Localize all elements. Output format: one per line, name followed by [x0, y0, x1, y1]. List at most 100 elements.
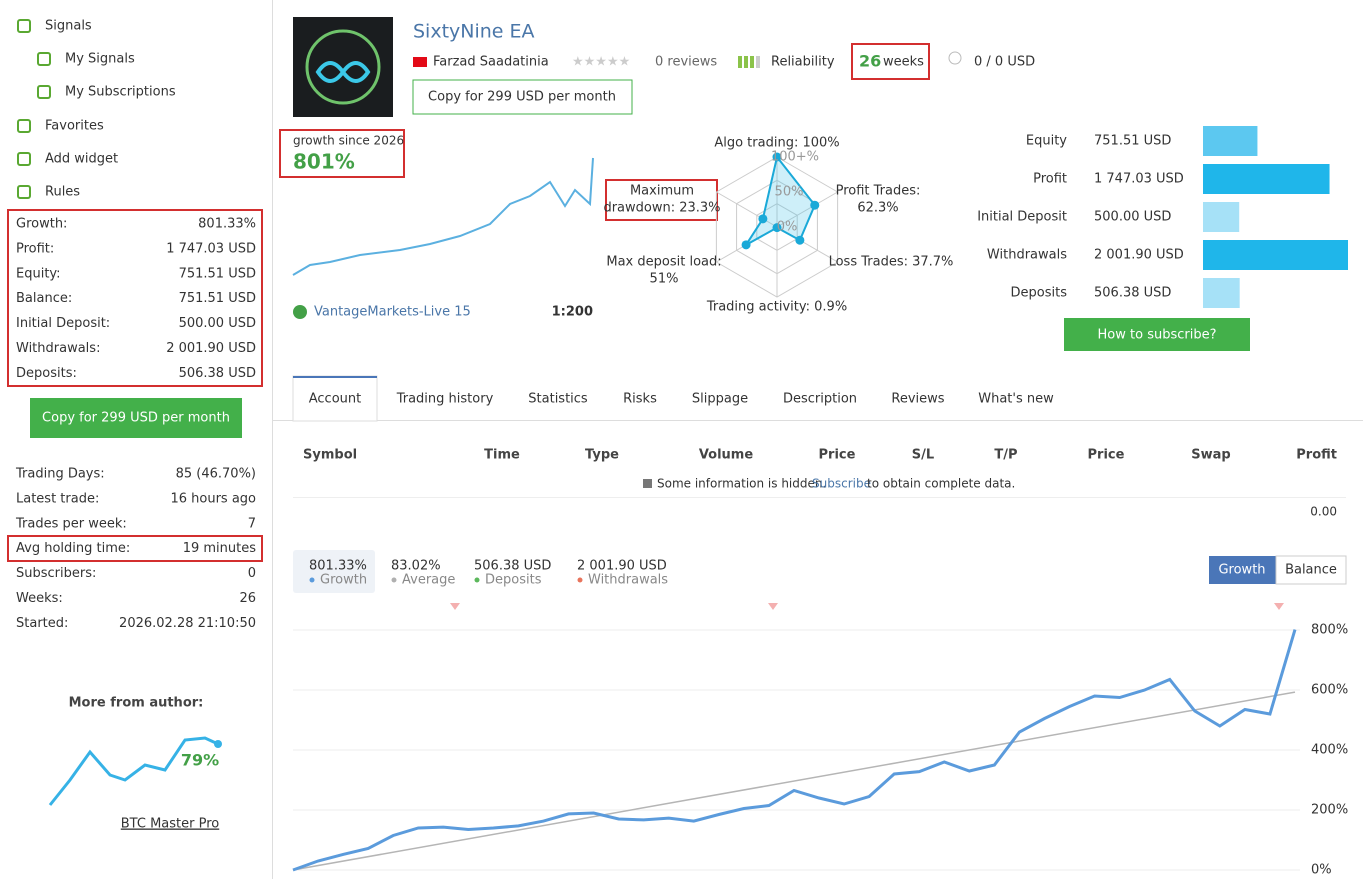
column-header: T/P — [994, 448, 1017, 463]
tab[interactable]: Trading history — [396, 392, 494, 407]
summary-dot — [474, 577, 480, 583]
tab[interactable]: Reviews — [891, 392, 944, 407]
balance-label: Deposits — [1011, 286, 1068, 301]
stat-label: Trades per week: — [15, 516, 127, 531]
column-header: Symbol — [303, 448, 357, 463]
tab[interactable]: What's new — [978, 392, 1054, 407]
copy-button[interactable]: Copy for 299 USD per month — [42, 411, 230, 426]
balance-value: 500.00 USD — [1094, 210, 1171, 225]
nav-item[interactable]: My Subscriptions — [65, 85, 176, 100]
subscribers: 0 / 0 USD — [974, 55, 1035, 70]
summary-label: Withdrawals — [588, 573, 668, 588]
nav-icon — [17, 185, 31, 199]
balance-value: 751.51 USD — [1094, 134, 1171, 149]
summary-value: 83.02% — [391, 559, 441, 574]
growth-label: growth since 2026 — [293, 134, 404, 148]
growth-value: 801% — [293, 150, 355, 174]
stat-label: Weeks: — [16, 591, 63, 606]
stat-label: Latest trade: — [16, 491, 99, 506]
nav-item[interactable]: My Signals — [65, 52, 135, 67]
column-header: Type — [585, 448, 619, 463]
column-header: Profit — [1296, 448, 1337, 463]
balance-bar — [1203, 202, 1240, 232]
radar-tick: 100+% — [771, 150, 819, 165]
y-tick-label: 800% — [1311, 623, 1348, 638]
radar-label: Maximum — [630, 184, 694, 199]
balance-value: 1 747.03 USD — [1094, 172, 1184, 187]
stat-label: Deposits: — [16, 366, 77, 381]
radar-point — [758, 214, 768, 224]
y-tick-label: 200% — [1311, 803, 1348, 818]
radar-point — [795, 235, 805, 245]
stat-value: 1 747.03 USD — [166, 241, 256, 256]
summary-value: 2 001.90 USD — [577, 559, 667, 574]
author-signal-name[interactable]: BTC Master Pro — [121, 817, 220, 832]
subscribe-button[interactable]: How to subscribe? — [1098, 328, 1217, 343]
leverage: 1:200 — [552, 305, 593, 320]
y-tick-label: 400% — [1311, 743, 1348, 758]
copy-button[interactable]: Copy for 299 USD per month — [428, 90, 616, 105]
stat-value: 2026.02.28 21:10:50 — [119, 616, 256, 631]
radar-tick: 0% — [777, 220, 798, 235]
more-from-author: More from author: — [69, 696, 204, 711]
reliability: Reliability — [771, 55, 835, 70]
stat-value: 751.51 USD — [179, 291, 256, 306]
balance-value: 2 001.90 USD — [1094, 248, 1184, 263]
stat-value: 751.51 USD — [179, 266, 256, 281]
radar-point — [741, 240, 751, 250]
column-header: Price — [819, 448, 856, 463]
tab[interactable]: Risks — [623, 392, 657, 407]
radar-spoke — [716, 191, 778, 228]
summary-value: 506.38 USD — [474, 559, 551, 574]
stat-value: 16 hours ago — [170, 491, 256, 506]
reviews[interactable]: 0 reviews — [655, 55, 717, 70]
summary-dot — [391, 577, 397, 583]
nav-icon — [17, 19, 31, 33]
radar-label: Trading activity: 0.9% — [706, 300, 847, 315]
balance-label: Withdrawals — [987, 248, 1067, 263]
summary-label: Growth — [320, 573, 367, 588]
stat-label: Profit: — [16, 241, 54, 256]
column-header: S/L — [912, 448, 934, 463]
author-name[interactable]: Farzad Saadatinia — [433, 55, 549, 70]
broker[interactable]: VantageMarkets-Live 15 — [314, 305, 471, 320]
total-profit: 0.00 — [1310, 505, 1337, 519]
radar-point — [772, 152, 782, 162]
subscribe-link[interactable]: Subscribe — [812, 477, 871, 491]
nav-item[interactable]: Rules — [45, 185, 80, 200]
balance-value: 506.38 USD — [1094, 286, 1171, 301]
radar-tick: 50% — [775, 185, 804, 200]
stat-value: 500.00 USD — [179, 316, 256, 331]
nav-icon — [17, 152, 31, 166]
radar-label: 62.3% — [857, 201, 898, 216]
stat-label: Withdrawals: — [16, 341, 100, 356]
balance-label: Equity — [1026, 134, 1067, 149]
stat-label: Initial Deposit: — [16, 316, 110, 331]
radar-point — [772, 223, 782, 233]
balance-bar — [1203, 240, 1348, 270]
nav-item[interactable]: Favorites — [45, 119, 104, 134]
stat-label: Growth: — [16, 217, 67, 232]
balance-label: Initial Deposit — [977, 210, 1067, 225]
tab[interactable]: Account — [309, 392, 362, 407]
summary-dot — [577, 577, 583, 583]
nav-item[interactable]: Signals — [45, 19, 92, 34]
author-signal-growth: 79% — [181, 751, 219, 770]
tab[interactable]: Statistics — [528, 392, 588, 407]
summary-label: Deposits — [485, 573, 542, 588]
nav-item[interactable]: Add widget — [45, 152, 118, 167]
radar-label: Profit Trades: — [836, 184, 921, 199]
tab[interactable]: Slippage — [692, 392, 748, 407]
stat-label: Started: — [16, 616, 68, 631]
signal-title[interactable]: SixtyNine EA — [413, 21, 535, 43]
trend-line — [292, 691, 1296, 871]
toggle-growth[interactable]: Growth — [1218, 563, 1265, 578]
tab[interactable]: Description — [783, 392, 857, 407]
toggle-balance[interactable]: Balance — [1285, 563, 1337, 578]
column-header: Price — [1088, 448, 1125, 463]
stat-value: 506.38 USD — [179, 366, 256, 381]
balance-bar — [1203, 126, 1258, 156]
stat-label: Equity: — [16, 266, 61, 281]
